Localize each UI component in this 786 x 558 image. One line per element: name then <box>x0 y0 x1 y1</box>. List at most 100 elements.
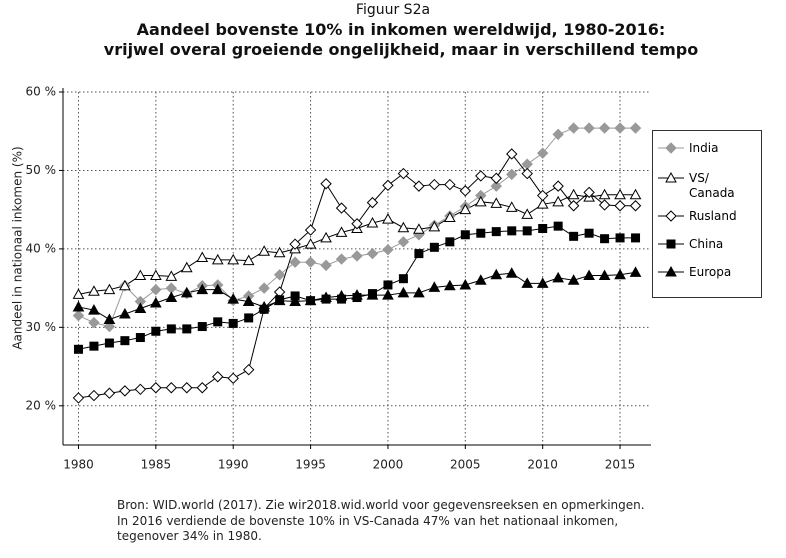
marker <box>258 282 270 294</box>
marker <box>197 322 207 332</box>
legend-label: China <box>689 237 724 251</box>
marker <box>583 186 595 199</box>
marker <box>476 228 486 238</box>
chart-title: Aandeel bovenste 10% in inkomen wereldwi… <box>136 20 666 39</box>
marker <box>211 253 224 265</box>
marker <box>366 247 379 260</box>
x-tick-label: 2010 <box>527 458 558 472</box>
marker <box>414 249 424 259</box>
marker <box>88 285 100 296</box>
marker <box>149 296 162 308</box>
x-tick-label: 2005 <box>450 458 481 472</box>
marker <box>119 385 131 397</box>
y-tick-label: 60 % <box>26 85 57 99</box>
marker <box>211 283 224 295</box>
marker <box>428 220 441 232</box>
marker <box>196 251 209 263</box>
marker <box>552 128 564 141</box>
marker <box>227 253 240 265</box>
marker <box>258 300 271 312</box>
y-tick-label: 50 % <box>26 163 57 177</box>
marker <box>196 382 208 394</box>
marker <box>428 281 441 292</box>
marker <box>165 382 178 394</box>
marker <box>351 250 363 262</box>
series-line <box>78 194 636 295</box>
y-tick-label: 30 % <box>26 320 57 334</box>
legend-label: VS/ Canada <box>689 171 735 200</box>
marker <box>165 270 178 281</box>
figure-label: Figuur S2a <box>355 2 431 18</box>
legend-swatch <box>658 265 684 277</box>
marker <box>598 188 611 200</box>
chart: Aandeel in nationaal inkomen (%) 20 % 30 … <box>11 85 651 472</box>
legend-label: Rusland <box>689 209 737 223</box>
marker <box>506 148 518 160</box>
marker <box>505 267 518 278</box>
marker <box>600 234 610 244</box>
marker <box>413 223 425 234</box>
marker <box>88 304 100 315</box>
marker <box>304 238 317 249</box>
marker <box>135 333 145 343</box>
marker <box>536 147 549 159</box>
marker <box>103 283 116 295</box>
marker <box>397 167 410 180</box>
marker <box>665 265 677 277</box>
marker <box>212 371 224 383</box>
marker <box>665 210 677 222</box>
marker <box>366 216 379 228</box>
marker <box>506 168 518 181</box>
marker <box>429 242 439 252</box>
marker <box>459 278 472 290</box>
marker <box>397 286 410 298</box>
marker <box>228 318 238 328</box>
marker <box>598 269 611 281</box>
marker <box>460 230 470 240</box>
marker <box>397 236 410 248</box>
marker <box>443 279 456 291</box>
marker <box>351 218 363 230</box>
marker <box>521 158 533 170</box>
x-tick-label: 2015 <box>605 458 636 472</box>
marker <box>629 200 642 212</box>
marker <box>567 122 580 134</box>
x-tick-label: 1985 <box>141 458 172 472</box>
marker <box>103 313 116 324</box>
marker <box>242 295 255 306</box>
marker <box>629 188 642 200</box>
marker <box>103 387 116 399</box>
marker <box>666 239 676 249</box>
marker <box>583 122 595 134</box>
series-line <box>78 225 636 350</box>
y-axis-label: Aandeel in nationaal inkomen (%) <box>11 146 25 349</box>
marker <box>567 274 580 285</box>
legend-label: Europa <box>689 265 732 279</box>
marker <box>289 295 301 306</box>
marker <box>614 268 626 280</box>
marker <box>242 254 255 266</box>
marker <box>180 261 193 273</box>
marker <box>474 195 487 207</box>
marker <box>382 213 394 224</box>
marker <box>89 341 99 351</box>
marker <box>150 382 162 394</box>
marker <box>366 196 379 209</box>
marker <box>382 289 394 300</box>
legend-swatch <box>658 210 684 222</box>
source-line: Bron: WID.world (2017). Zie wir2018.wid.… <box>117 498 645 512</box>
marker <box>567 188 580 200</box>
y-tick-label: 20 % <box>26 398 57 412</box>
marker <box>490 197 503 208</box>
marker <box>320 178 332 190</box>
marker <box>583 269 595 281</box>
marker <box>459 203 472 215</box>
marker <box>382 179 394 192</box>
marker <box>72 392 85 404</box>
marker <box>521 277 534 288</box>
marker <box>335 226 348 237</box>
marker <box>182 324 192 334</box>
marker <box>88 316 100 329</box>
marker <box>289 256 301 268</box>
